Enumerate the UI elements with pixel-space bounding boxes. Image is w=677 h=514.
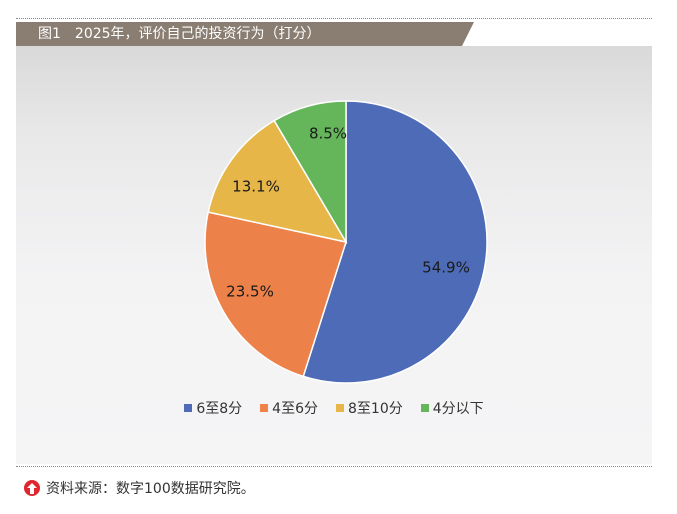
slice-value-label-2: 23.5%	[226, 283, 274, 301]
legend-item-1: 6至8分	[184, 398, 242, 418]
pie-slice-3	[207, 119, 348, 244]
legend-label: 6至8分	[196, 401, 243, 417]
figure-title-bar: 图1 2025年，评价自己的投资行为（打分）	[16, 22, 474, 46]
bottom-divider	[16, 466, 652, 467]
figure-title-text: 2025年，评价自己的投资行为（打分）	[74, 26, 321, 42]
legend-swatch	[260, 404, 269, 412]
legend-swatch	[420, 404, 429, 412]
legend-label: 4至6分	[272, 401, 318, 417]
slice-value-label-1: 54.9%	[422, 259, 470, 277]
figure-title: 图1 2025年，评价自己的投资行为（打分）	[38, 22, 321, 46]
source-note: 资料来源：数字100数据研究院。	[24, 478, 255, 498]
legend-item-3: 8至10分	[336, 398, 403, 418]
pie-slice-4	[273, 100, 347, 245]
legend-item-2: 4至6分	[260, 398, 318, 418]
legend-label: 4分以下	[432, 401, 484, 417]
legend-item-4: 4分以下	[420, 398, 484, 418]
source-text: 资料来源：数字100数据研究院。	[46, 481, 255, 497]
up-arrow-circle-icon	[24, 480, 40, 496]
legend-swatch	[336, 404, 344, 412]
pie-slice-1	[302, 100, 488, 384]
pie-slice-2	[204, 211, 347, 378]
figure-label: 图1	[38, 26, 61, 42]
legend-swatch	[184, 404, 193, 412]
slice-value-label-3: 13.1%	[232, 178, 280, 196]
legend-label: 8至10分	[348, 401, 403, 417]
slice-value-label-4: 8.5%	[309, 125, 347, 143]
top-divider	[16, 18, 652, 19]
chart-legend: 6至8分 4至6分 8至10分 4分以下	[16, 398, 652, 418]
